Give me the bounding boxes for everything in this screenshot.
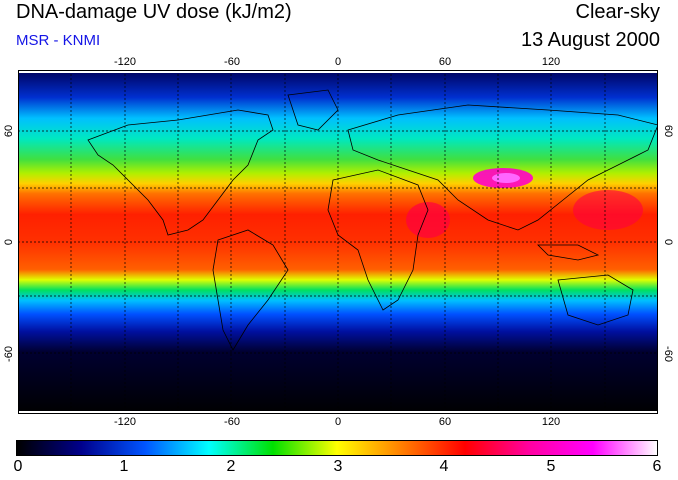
- chart-subtitle: MSR - KNMI: [16, 32, 101, 49]
- lon-tick-bottom: 60: [438, 416, 452, 428]
- date-label: 13 August 2000: [520, 29, 660, 51]
- colorbar-label: 1: [119, 458, 129, 475]
- map-frame: [18, 70, 658, 414]
- lon-tick-bottom: 120: [541, 416, 561, 428]
- lon-tick-bottom: -120: [113, 416, 137, 428]
- lon-tick-top: 60: [438, 56, 452, 68]
- lon-tick-bottom: -60: [224, 416, 240, 428]
- lat-tick-left: -60: [3, 346, 15, 362]
- colorbar-label: 4: [439, 458, 449, 475]
- lat-tick-right: 60: [662, 124, 674, 138]
- graticule: [18, 70, 658, 414]
- uv-dose-map: [18, 70, 658, 414]
- colorbar-label: 5: [546, 458, 556, 475]
- lat-tick-left: 60: [3, 124, 15, 138]
- tibet-core: [492, 173, 520, 183]
- colorbar: [16, 440, 658, 456]
- lat-tick-left: 0: [3, 238, 15, 246]
- lon-tick-top: 120: [541, 56, 561, 68]
- colorbar-label: 3: [333, 458, 343, 475]
- arabia-hotspot: [406, 202, 450, 238]
- australia-coast: [557, 274, 634, 326]
- sky-condition: Clear-sky: [575, 1, 660, 23]
- lon-tick-top: -60: [224, 56, 240, 68]
- south-america-coast: [212, 229, 289, 351]
- greenland-coast: [287, 89, 339, 131]
- pacific-hotspot: [573, 190, 643, 230]
- chart-title: DNA-damage UV dose (kJ/m2): [16, 1, 292, 23]
- lon-tick-bottom: 0: [334, 416, 342, 428]
- colorbar-label: 0: [13, 458, 23, 475]
- lon-tick-top: 0: [334, 56, 342, 68]
- lon-tick-top: -120: [113, 56, 137, 68]
- frame-ticks: [18, 70, 658, 414]
- lat-tick-right: -60: [662, 346, 674, 362]
- north-america-coast: [87, 109, 274, 236]
- lat-tick-right: 0: [662, 238, 674, 246]
- indonesia-coast: [537, 244, 600, 261]
- eurasia-coast: [347, 104, 658, 231]
- colorbar-label: 6: [652, 458, 662, 475]
- colorbar-label: 2: [226, 458, 236, 475]
